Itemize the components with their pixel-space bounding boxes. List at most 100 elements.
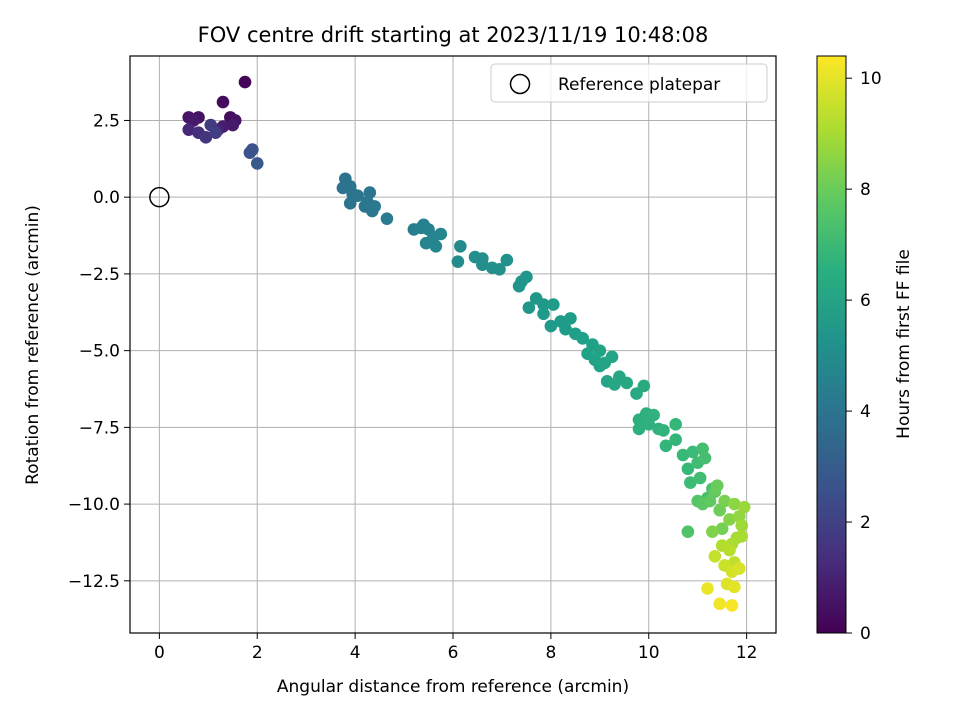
data-point [681, 462, 695, 476]
data-point [703, 494, 717, 508]
data-points [182, 75, 751, 612]
data-point [642, 417, 656, 431]
data-point [593, 344, 607, 357]
grid-lines [130, 56, 776, 633]
y-tick-label: 0.0 [93, 188, 120, 208]
data-point [559, 322, 572, 336]
data-point [537, 298, 550, 311]
data-point [454, 239, 467, 253]
data-point [451, 255, 465, 268]
colorbar-tick-label: 2 [860, 513, 871, 533]
data-point [669, 417, 682, 431]
data-point [187, 114, 200, 127]
reference-point-group [149, 186, 170, 208]
data-point [723, 513, 736, 526]
data-point [710, 479, 724, 492]
y-tick-label: −5.0 [79, 342, 120, 362]
x-tick-label: 8 [545, 643, 556, 663]
y-tick-label: −7.5 [79, 418, 120, 438]
x-tick-label: 12 [736, 643, 758, 663]
chart-title: FOV centre drift starting at 2023/11/19 … [198, 23, 709, 47]
colorbar-tick-label: 6 [860, 291, 871, 311]
y-axis-label: Rotation from reference (arcmin) [23, 205, 43, 485]
data-point [657, 424, 670, 437]
data-point [520, 270, 533, 284]
data-point [647, 408, 660, 422]
data-point [537, 307, 550, 321]
data-point [706, 525, 719, 539]
data-point [243, 146, 257, 159]
data-point [713, 597, 727, 611]
data-point [713, 503, 727, 517]
data-point [715, 522, 729, 535]
colorbar: 0 2 4 6 8 10 Hours from first FF file [816, 55, 914, 644]
x-tick-label: 0 [154, 643, 165, 663]
data-point [701, 582, 714, 595]
data-point [732, 562, 746, 575]
y-tick-label: 2.5 [93, 111, 120, 131]
data-point [686, 445, 700, 459]
data-point [637, 379, 651, 393]
colorbar-tick-label: 0 [860, 624, 871, 644]
data-point [351, 189, 364, 202]
data-point [684, 476, 697, 489]
legend: Reference platepar [490, 63, 768, 103]
data-point [708, 549, 722, 563]
data-point [182, 123, 196, 136]
colorbar-tick-label: 10 [860, 69, 882, 89]
colorbar-tick-label: 8 [860, 180, 871, 200]
y-axis: 2.5 0.0 −2.5 −5.0 −7.5 −10.0 −12.5 [68, 111, 130, 592]
x-tick-label: 4 [350, 643, 361, 663]
data-point [737, 500, 751, 514]
y-tick-label: −2.5 [79, 265, 120, 285]
data-point [728, 497, 741, 511]
colorbar-gradient [816, 55, 847, 634]
data-point [547, 298, 560, 311]
x-tick-label: 2 [252, 643, 263, 663]
colorbar-label: Hours from first FF file [894, 249, 914, 439]
data-point [698, 451, 712, 465]
data-point [544, 319, 558, 333]
data-point [380, 212, 394, 225]
data-point [522, 301, 536, 314]
colorbar-tick-label: 4 [860, 402, 871, 422]
data-point [681, 525, 695, 539]
x-tick-label: 10 [638, 643, 660, 663]
data-point [564, 312, 577, 325]
data-point [476, 252, 489, 265]
data-point [434, 227, 448, 241]
data-point [238, 75, 252, 89]
data-point [576, 332, 589, 345]
y-tick-label: −12.5 [68, 572, 120, 592]
legend-label: Reference platepar [558, 75, 720, 95]
data-point [216, 95, 230, 109]
y-tick-label: −10.0 [68, 495, 120, 515]
data-point [632, 422, 646, 436]
x-axis: 0 2 4 6 8 10 12 [154, 633, 758, 663]
data-point [728, 580, 741, 594]
data-point [693, 471, 707, 485]
data-point [669, 433, 682, 446]
x-tick-label: 6 [448, 643, 459, 663]
colorbar-ticks: 0 2 4 6 8 10 [846, 69, 882, 644]
reference-platepar-marker [149, 186, 170, 208]
data-point [250, 157, 264, 170]
data-point [493, 263, 506, 276]
data-point [605, 350, 619, 364]
data-point [368, 200, 381, 213]
data-point [199, 131, 213, 144]
data-point [429, 239, 443, 253]
legend-box [490, 63, 768, 103]
data-point [209, 126, 222, 140]
legend-marker-icon [509, 73, 531, 95]
x-axis-label: Angular distance from reference (arcmin) [277, 677, 629, 697]
data-point [676, 448, 690, 462]
data-point [718, 494, 731, 508]
data-point [735, 530, 749, 543]
data-point [735, 519, 749, 532]
data-point [723, 543, 736, 557]
data-point [500, 253, 514, 267]
data-point [226, 118, 240, 132]
